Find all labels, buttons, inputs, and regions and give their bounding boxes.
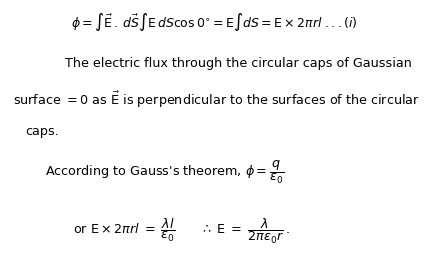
Text: surface $= 0$ as $\vec{\mathrm{E}}$ is perpendicular to the surfaces of the circ: surface $= 0$ as $\vec{\mathrm{E}}$ is p… (12, 89, 419, 110)
Text: The electric flux through the circular caps of Gaussian: The electric flux through the circular c… (65, 57, 412, 70)
Text: caps.: caps. (25, 125, 59, 139)
Text: According to Gauss's theorem, $\phi = \dfrac{q}{\varepsilon_0}$: According to Gauss's theorem, $\phi = \d… (45, 159, 284, 186)
Text: $\phi = \int \vec{\mathrm{E}}\,.\, d\vec{S}\int \mathrm{E}\,dS\cos0^{\circ} = \m: $\phi = \int \vec{\mathrm{E}}\,.\, d\vec… (71, 11, 357, 33)
Text: or $\mathrm{E} \times 2\pi rl\; =\; \dfrac{\lambda l}{\varepsilon_0}\qquad \ther: or $\mathrm{E} \times 2\pi rl\; =\; \dfr… (73, 217, 289, 246)
